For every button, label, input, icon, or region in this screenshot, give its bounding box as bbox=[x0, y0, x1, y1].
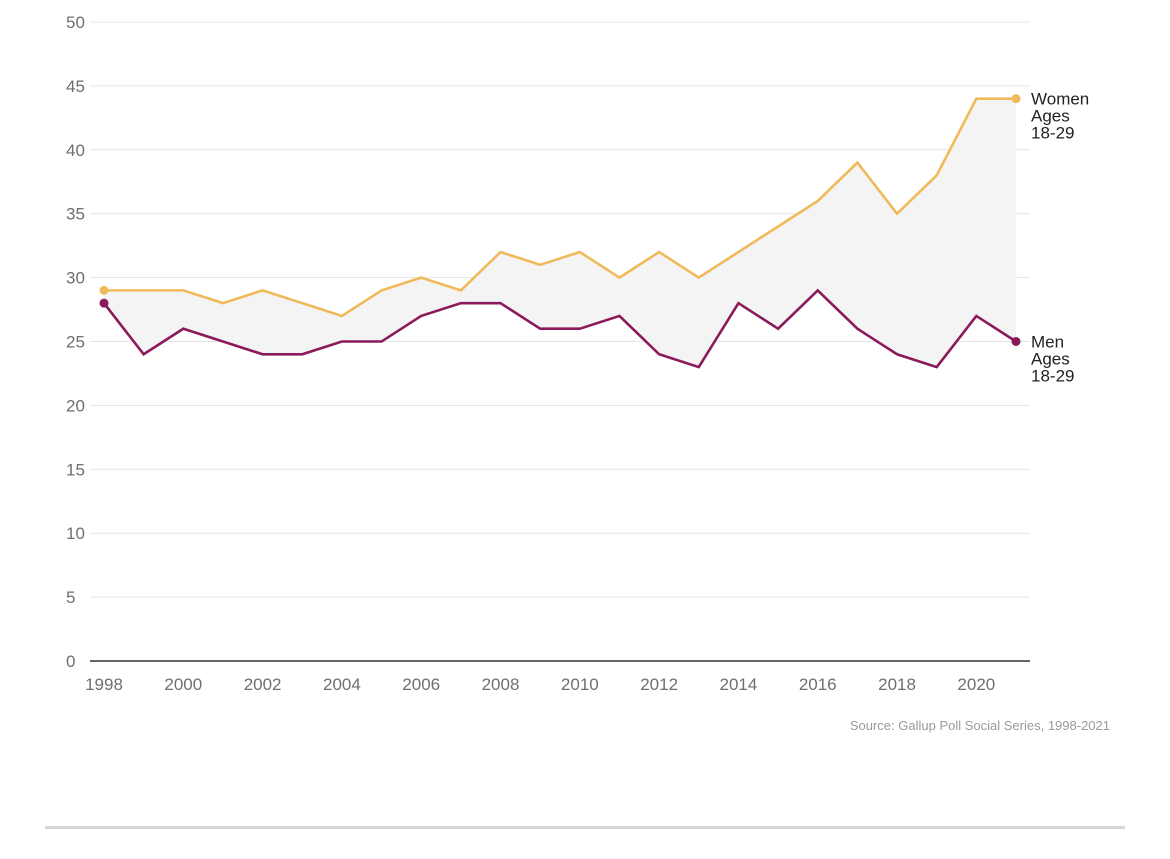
y-tick-label: 40 bbox=[66, 141, 85, 160]
y-tick-label: 30 bbox=[66, 269, 85, 288]
x-tick-label: 2016 bbox=[799, 675, 837, 694]
x-tick-label: 2000 bbox=[164, 675, 202, 694]
y-axis-ticks: 0 5 10 15 20 25 30 35 40 45 50 bbox=[66, 13, 85, 671]
divider bbox=[45, 826, 1125, 829]
y-tick-label: 25 bbox=[66, 333, 85, 352]
x-tick-label: 2010 bbox=[561, 675, 599, 694]
x-tick-label: 1998 bbox=[85, 675, 123, 694]
series-label: 18-29 bbox=[1031, 124, 1074, 143]
series-label: Women bbox=[1031, 90, 1089, 109]
x-tick-label: 2014 bbox=[720, 675, 758, 694]
y-tick-label: 20 bbox=[66, 396, 85, 415]
x-tick-label: 2020 bbox=[957, 675, 995, 694]
series-end-marker bbox=[1011, 94, 1021, 104]
y-tick-label: 15 bbox=[66, 460, 85, 479]
x-tick-label: 2018 bbox=[878, 675, 916, 694]
gap-area bbox=[104, 98, 1016, 368]
series-label: Ages bbox=[1031, 107, 1070, 126]
y-tick-label: 50 bbox=[66, 13, 85, 32]
y-tick-label: 5 bbox=[66, 588, 75, 607]
x-tick-label: 2012 bbox=[640, 675, 678, 694]
series-label: Men bbox=[1031, 333, 1064, 352]
series-line-women bbox=[104, 97, 1016, 318]
series-label: Ages bbox=[1031, 350, 1070, 369]
y-tick-label: 35 bbox=[66, 205, 85, 224]
series-label: 18-29 bbox=[1031, 367, 1074, 386]
series-start-marker bbox=[99, 285, 109, 295]
series-start-marker bbox=[99, 298, 109, 308]
x-tick-label: 2008 bbox=[482, 675, 520, 694]
source-note: Source: Gallup Poll Social Series, 1998-… bbox=[849, 718, 1110, 733]
y-tick-label: 10 bbox=[66, 524, 85, 543]
series-line-men bbox=[102, 288, 1017, 369]
x-tick-label: 2004 bbox=[323, 675, 361, 694]
x-axis-ticks: 1998 2000 2002 2004 2006 2008 2010 2012 2014 2016… bbox=[85, 675, 995, 694]
y-tick-label: 45 bbox=[66, 77, 85, 96]
x-tick-label: 2002 bbox=[244, 675, 282, 694]
series-layer bbox=[99, 94, 1021, 369]
y-tick-label: 0 bbox=[66, 652, 75, 671]
x-tick-label: 2006 bbox=[402, 675, 440, 694]
series-end-marker bbox=[1011, 337, 1021, 346]
